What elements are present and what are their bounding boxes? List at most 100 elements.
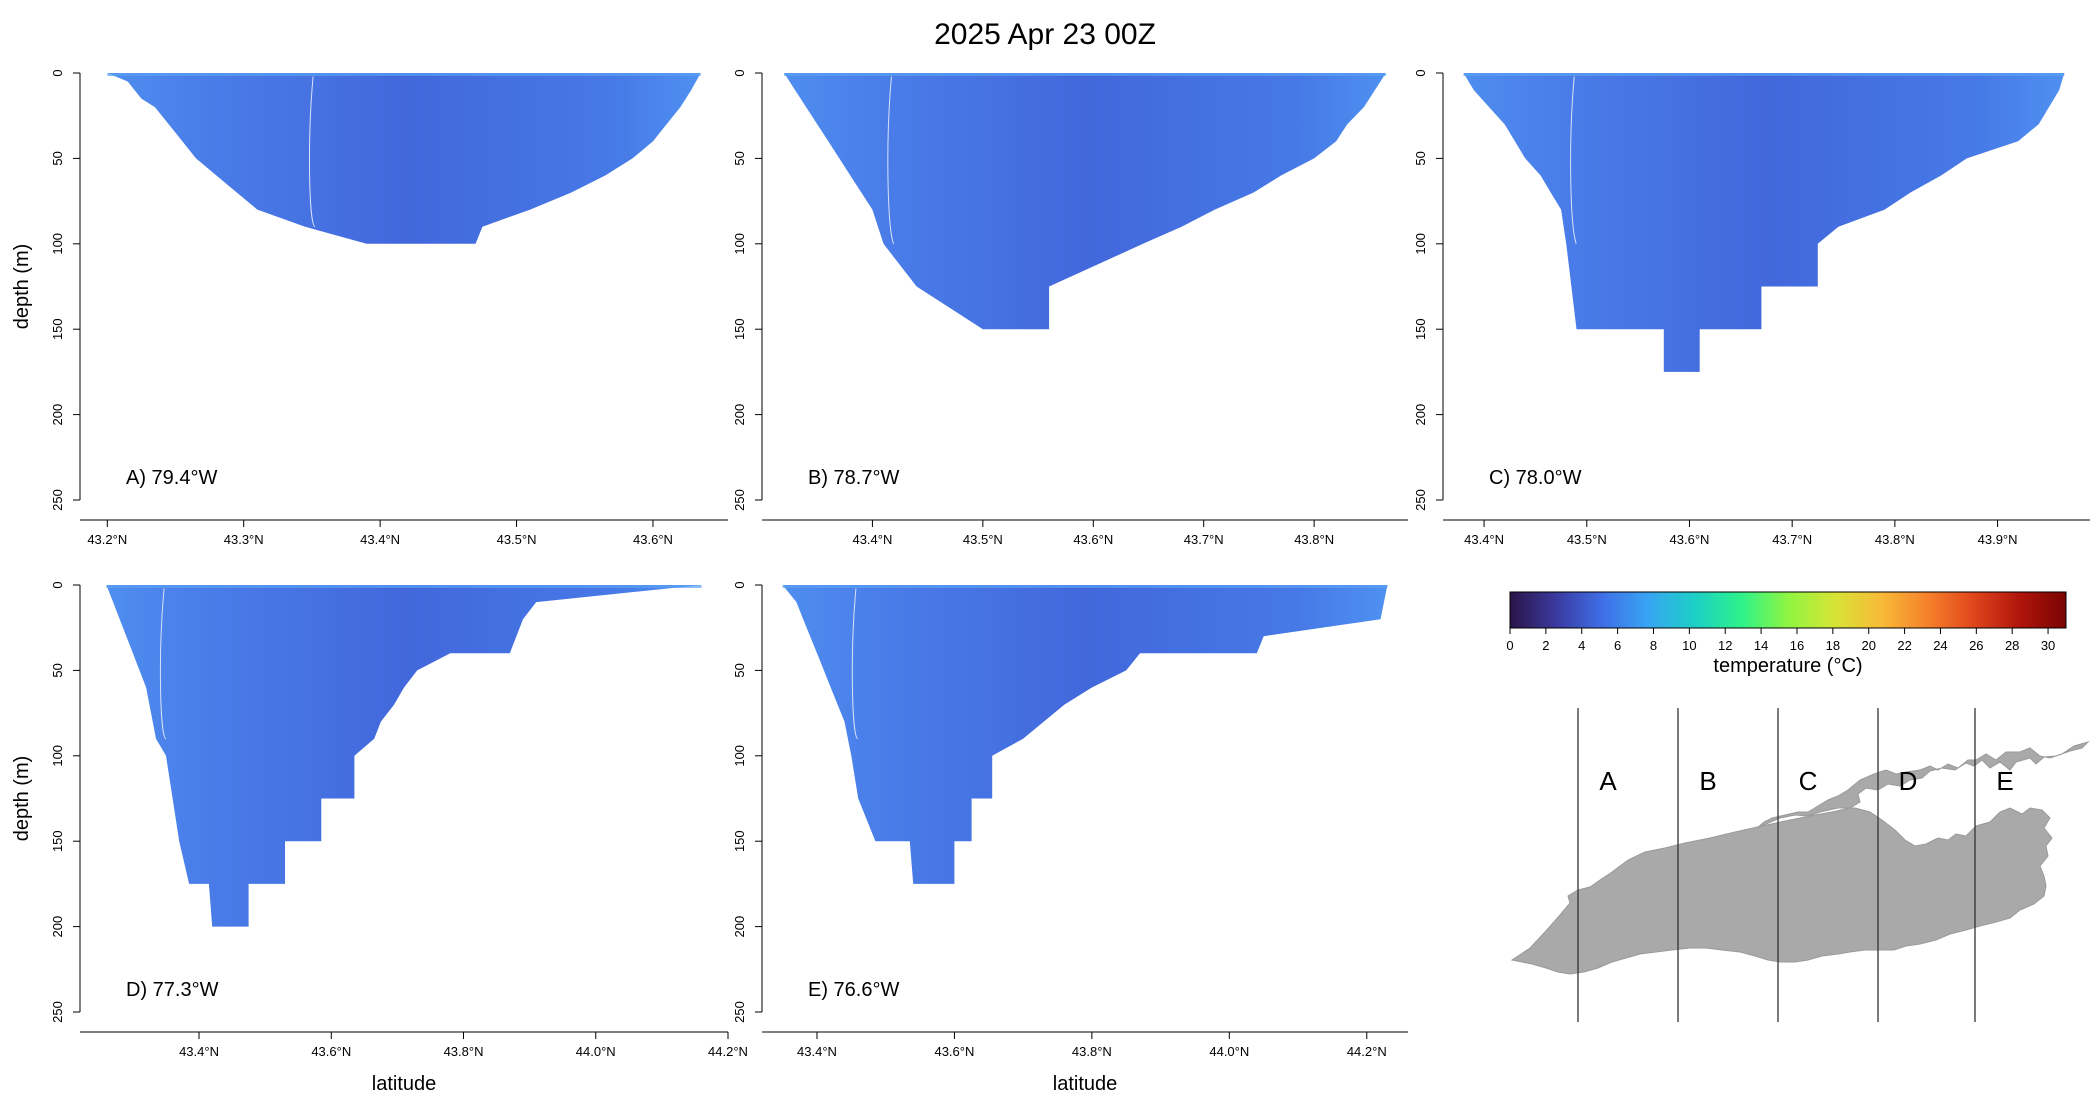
y-tick-label: 100 <box>732 233 747 255</box>
x-tick-label: 43.6°N <box>1073 532 1113 547</box>
colorbar-tick-label: 28 <box>2005 638 2019 653</box>
isotherm-contour <box>851 588 859 740</box>
colorbar-tick-label: 24 <box>1933 638 1947 653</box>
temperature-section <box>782 585 1388 884</box>
y-tick-label: 50 <box>732 663 747 677</box>
x-tick-label: 44.2°N <box>1347 1044 1387 1059</box>
temperature-section <box>107 73 701 244</box>
colorbar-tick-label: 22 <box>1897 638 1911 653</box>
surface-layer <box>107 73 701 76</box>
x-tick-label: 43.6°N <box>311 1044 351 1059</box>
section-letter: E <box>1996 766 2013 796</box>
x-tick-label: 43.8°N <box>1072 1044 1112 1059</box>
y-tick-label: 250 <box>1413 489 1428 511</box>
section-letter: B <box>1699 766 1716 796</box>
section-panel: 0 50 100 150 200 250 43.4°N 43.6°N 43.8°N 44.0°N 4… <box>11 581 748 1095</box>
x-tick-label: 43.4°N <box>360 532 400 547</box>
colorbar-tick-label: 2 <box>1542 638 1549 653</box>
x-tick-label: 43.3°N <box>224 532 264 547</box>
colorbar-label: temperature (°C) <box>1713 655 1862 677</box>
section-letter: D <box>1899 766 1918 796</box>
x-axis-title: latitude <box>1053 1073 1118 1095</box>
panel-label: C) 78.0°W <box>1489 467 1582 489</box>
y-tick-label: 250 <box>50 489 65 511</box>
colorbar-ticks: 0 2 4 6 8 10 12 14 16 18 20 22 24 26 28 30 <box>1506 628 2055 653</box>
temperature-section <box>1463 73 2065 372</box>
y-tick-label: 150 <box>732 318 747 340</box>
lake-map: A B C D E <box>1510 708 2090 1022</box>
x-tick-label: 43.8°N <box>444 1044 484 1059</box>
y-tick-label: 150 <box>732 830 747 852</box>
y-tick-label: 0 <box>732 581 747 588</box>
panel-label: E) 76.6°W <box>808 979 899 1001</box>
y-tick-label: 150 <box>50 830 65 852</box>
colorbar-tick-label: 12 <box>1718 638 1732 653</box>
y-tick-label: 0 <box>1413 69 1428 76</box>
isotherm-contour <box>887 76 894 244</box>
y-tick-label: 150 <box>50 318 65 340</box>
section-letter: A <box>1599 766 1617 796</box>
x-tick-label: 44.0°N <box>576 1044 616 1059</box>
x-tick-label: 43.8°N <box>1875 532 1915 547</box>
y-tick-label: 50 <box>1413 151 1428 165</box>
colorbar-tick-label: 14 <box>1754 638 1768 653</box>
colorbar-tick-label: 18 <box>1826 638 1840 653</box>
y-tick-label: 50 <box>732 151 747 165</box>
y-tick-label: 200 <box>50 916 65 938</box>
y-tick-label: 0 <box>50 69 65 76</box>
surface-layer <box>784 73 1386 76</box>
colorbar-tick-label: 8 <box>1650 638 1657 653</box>
x-tick-label: 43.5°N <box>1567 532 1607 547</box>
colorbar-tick-label: 4 <box>1578 638 1585 653</box>
surface-layer <box>1463 73 2065 76</box>
temperature-section <box>106 585 702 927</box>
y-tick-label: 150 <box>1413 318 1428 340</box>
colorbar-tick-label: 10 <box>1682 638 1696 653</box>
y-axis-title: depth (m) <box>11 756 33 842</box>
isotherm-contour <box>159 588 167 740</box>
x-tick-label: 43.4°N <box>852 532 892 547</box>
y-tick-label: 50 <box>50 663 65 677</box>
y-tick-label: 100 <box>50 745 65 767</box>
x-tick-label: 44.0°N <box>1209 1044 1249 1059</box>
panel-label: D) 77.3°W <box>126 979 219 1001</box>
x-tick-label: 43.7°N <box>1184 532 1224 547</box>
y-tick-label: 50 <box>50 151 65 165</box>
surface-layer <box>782 585 1388 588</box>
section-panel: 0 50 100 150 200 250 43.2°N 43.3°N 43.4°N 43.5°N 4… <box>11 69 728 547</box>
temperature-section <box>784 73 1386 330</box>
isotherm-contour <box>1570 76 1577 244</box>
x-tick-label: 43.4°N <box>797 1044 837 1059</box>
x-tick-label: 43.4°N <box>179 1044 219 1059</box>
x-tick-label: 43.6°N <box>633 532 673 547</box>
colorbar-tick-label: 26 <box>1969 638 1983 653</box>
x-tick-label: 43.4°N <box>1464 532 1504 547</box>
panel-label: B) 78.7°W <box>808 467 899 489</box>
y-tick-label: 200 <box>1413 404 1428 426</box>
x-tick-label: 43.9°N <box>1978 532 2018 547</box>
section-panel: 0 50 100 150 200 250 43.4°N 43.5°N 43.6°N 43.7°N 4… <box>1413 69 2090 547</box>
section-panel: 0 50 100 150 200 250 43.4°N 43.6°N 43.8°N 44.0°N 4… <box>732 581 1408 1095</box>
x-tick-label: 43.8°N <box>1294 532 1334 547</box>
section-letters: A B C D E <box>1599 766 2013 796</box>
colorbar-tick-label: 6 <box>1614 638 1621 653</box>
panel-label: A) 79.4°W <box>126 467 217 489</box>
x-tick-label: 43.6°N <box>1670 532 1710 547</box>
y-tick-label: 200 <box>732 404 747 426</box>
isotherm-contour <box>308 76 316 228</box>
y-tick-label: 250 <box>732 1001 747 1023</box>
y-tick-label: 100 <box>732 745 747 767</box>
y-tick-label: 200 <box>50 404 65 426</box>
y-tick-label: 0 <box>732 69 747 76</box>
x-axis-title: latitude <box>372 1073 437 1095</box>
colorbar-tick-label: 0 <box>1506 638 1513 653</box>
section-panel: 0 50 100 150 200 250 43.4°N 43.5°N 43.6°N 43.7°N 4… <box>732 69 1408 547</box>
lake-outline <box>1510 740 2090 975</box>
x-tick-label: 43.2°N <box>87 532 127 547</box>
colorbar-tick-label: 20 <box>1861 638 1875 653</box>
x-tick-label: 44.2°N <box>708 1044 748 1059</box>
y-axis-title: depth (m) <box>11 244 33 330</box>
colorbar-gradient <box>1509 591 2067 629</box>
